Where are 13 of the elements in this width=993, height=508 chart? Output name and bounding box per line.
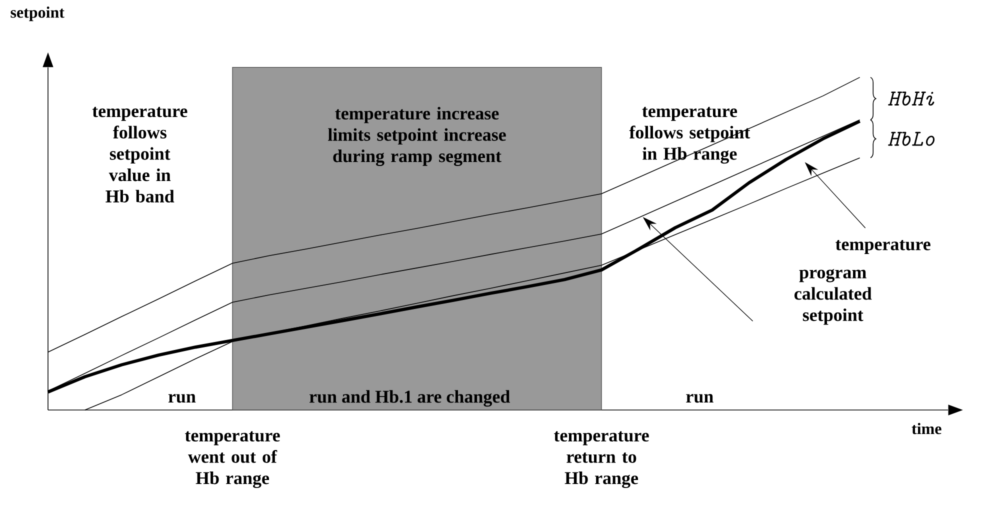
x-axis-title: time [912,422,942,434]
y-axis-title: setpoint [10,6,64,22]
annotation: run and Hb.1 are changed [310,390,510,407]
annotation: run [168,394,196,403]
annotation: temperature increase limits setpoint increase during ramp segment [328,106,506,166]
text: temperature went out of Hb range [184,431,280,488]
annotation: temperature follows setpoint value in Hb band [92,106,188,203]
text: temperature return to Hb range [554,431,649,488]
text: temperature [836,240,930,254]
annotation: run [686,394,714,403]
text: HbLo [888,132,935,146]
annotation: program calculated setpoint [794,269,872,325]
text: HbHi [888,92,934,106]
